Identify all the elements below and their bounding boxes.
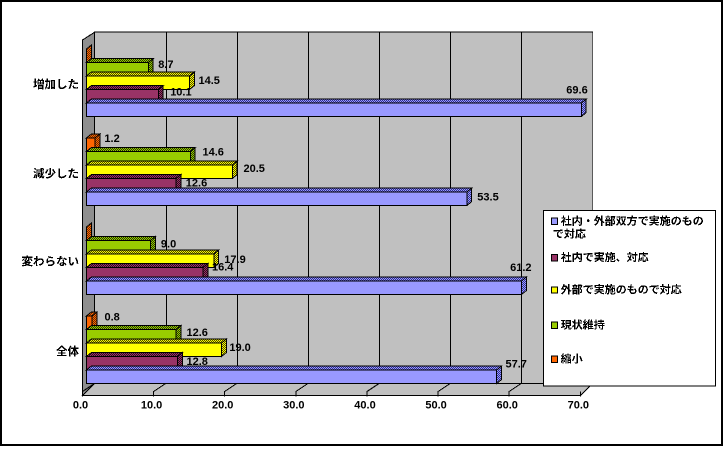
svg-text:61.2: 61.2 — [510, 262, 531, 274]
svg-text:16.4: 16.4 — [212, 261, 234, 273]
svg-text:20.0: 20.0 — [212, 400, 233, 412]
svg-text:0.8: 0.8 — [105, 312, 120, 324]
svg-text:1.2: 1.2 — [104, 133, 119, 145]
svg-text:53.5: 53.5 — [477, 192, 498, 204]
svg-text:0.0: 0.0 — [73, 400, 88, 412]
svg-text:10.0: 10.0 — [141, 400, 162, 412]
svg-text:14.5: 14.5 — [199, 75, 220, 87]
svg-text:9.0: 9.0 — [161, 239, 176, 251]
svg-text:40.0: 40.0 — [354, 400, 375, 412]
svg-text:14.6: 14.6 — [203, 146, 224, 158]
svg-text:10.1: 10.1 — [170, 87, 191, 99]
svg-text:50.0: 50.0 — [425, 400, 446, 412]
svg-text:70.0: 70.0 — [568, 400, 589, 412]
svg-text:12.6: 12.6 — [186, 177, 207, 189]
svg-text:69.6: 69.6 — [566, 84, 587, 96]
svg-text:20.5: 20.5 — [244, 163, 265, 175]
svg-text:57.7: 57.7 — [506, 359, 527, 371]
svg-text:17.9: 17.9 — [224, 254, 245, 266]
svg-text:12.8: 12.8 — [187, 356, 208, 368]
svg-text:30.0: 30.0 — [283, 400, 304, 412]
svg-text:12.6: 12.6 — [187, 327, 208, 339]
svg-text:60.0: 60.0 — [496, 400, 517, 412]
svg-text:19.0: 19.0 — [229, 342, 250, 354]
svg-text:8.7: 8.7 — [158, 59, 173, 71]
